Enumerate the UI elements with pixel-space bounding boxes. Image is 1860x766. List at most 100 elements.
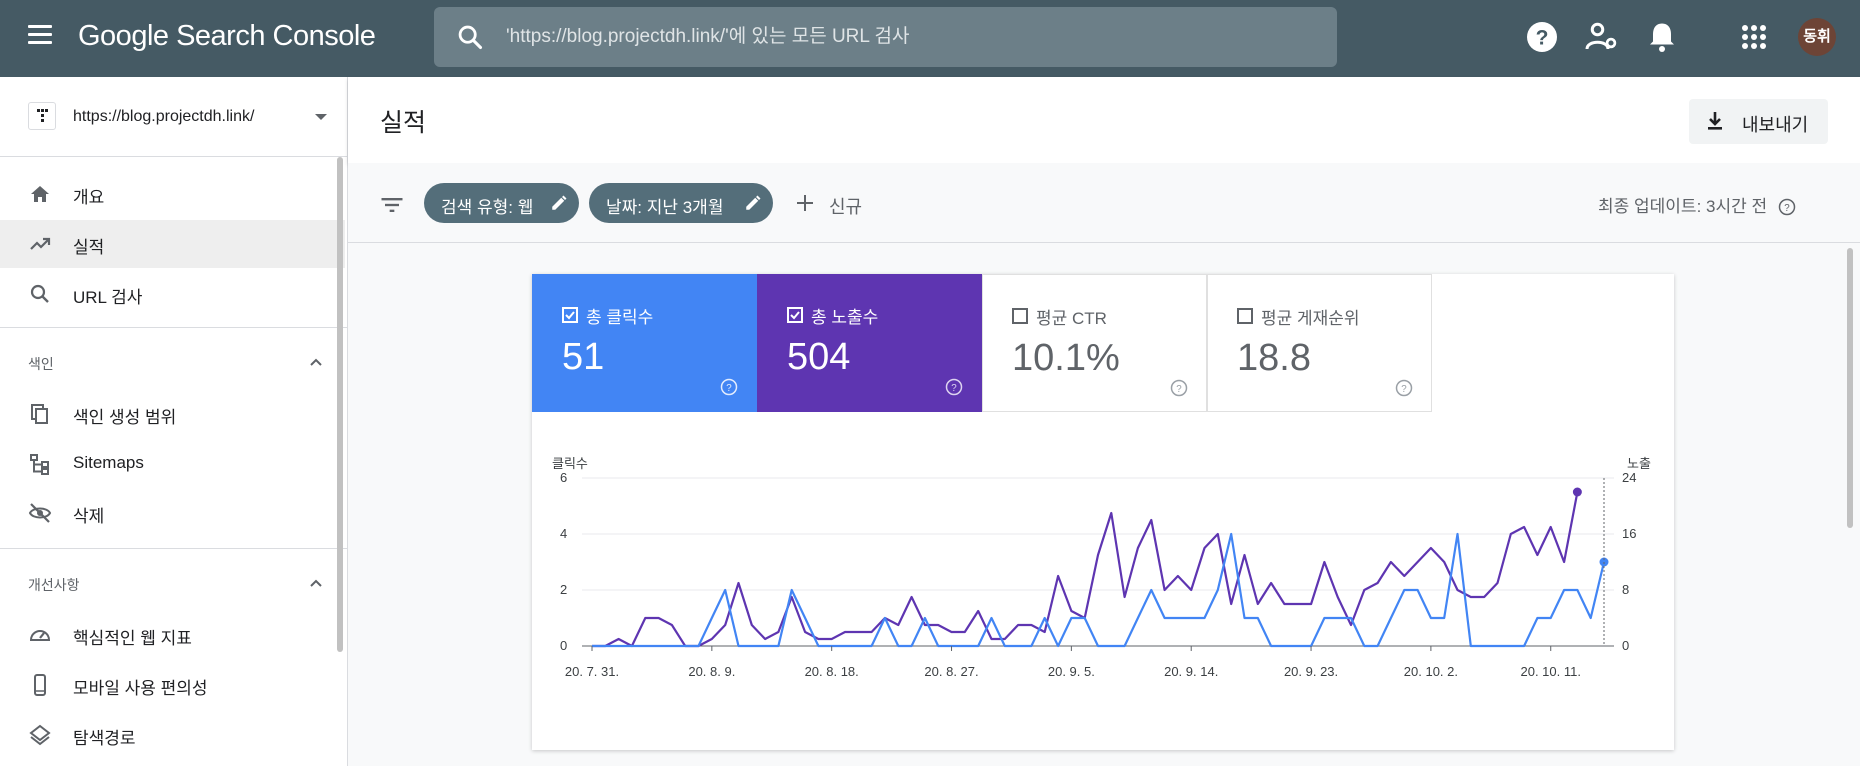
chip-label: 검색 유형: 웹 xyxy=(441,198,534,217)
chart-series xyxy=(592,487,1609,648)
help-outline-icon[interactable]: ? xyxy=(1395,379,1413,397)
help-outline-icon[interactable]: ? xyxy=(720,378,738,396)
search-icon[interactable] xyxy=(456,23,484,51)
metric-total-clicks[interactable]: 총 클릭수 51 ? xyxy=(532,274,757,412)
section-index-header[interactable]: 색인 xyxy=(0,342,345,382)
y-left-tick-label: 6 xyxy=(560,470,567,485)
chevron-up-icon xyxy=(310,579,322,587)
series-line-impressions xyxy=(592,491,1579,648)
chevron-down-icon[interactable] xyxy=(315,114,327,120)
app-logo[interactable]: Google Search Console xyxy=(78,20,376,52)
x-axis-ticks: 20. 7. 31. 20. 8. 9. 20. 8. 18. 20. 8. 27. 2… xyxy=(565,478,1605,679)
search-icon xyxy=(30,284,49,303)
url-inspect-search xyxy=(434,7,1337,67)
search-input[interactable] xyxy=(506,7,1306,67)
y-left-tick-label: 0 xyxy=(560,638,567,653)
filter-chip-search-type[interactable]: 검색 유형: 웹 xyxy=(424,183,579,223)
chart-grid: 0 0 2 8 4 16 6 24 xyxy=(560,470,1636,653)
sidebar-scrollbar[interactable] xyxy=(337,157,343,652)
svg-text:?: ? xyxy=(1176,384,1182,395)
sidebar-item-label: 탐색경로 xyxy=(73,729,136,748)
y-right-tick-label: 24 xyxy=(1622,470,1636,485)
last-updated: 최종 업데이트: 3시간 전 ? xyxy=(1598,192,1796,217)
sidebar-item-mobile-usability[interactable]: 모바일 사용 편의성 xyxy=(0,661,345,709)
menu-icon-bar xyxy=(28,41,52,44)
avatar[interactable]: 동휘 xyxy=(1798,18,1836,56)
chip-label: 날짜: 지난 3개월 xyxy=(606,198,724,217)
divider xyxy=(0,548,347,549)
export-button[interactable]: 내보내기 xyxy=(1689,99,1828,144)
property-selector[interactable]: https://blog.projectdh.link/ xyxy=(0,77,347,157)
help-outline-icon[interactable]: ? xyxy=(945,378,963,396)
top-app-bar: Google Search Console ? 동휘 xyxy=(0,0,1860,77)
sidebar-item-label: 색인 생성 범위 xyxy=(73,408,177,427)
sidebar-item-label: Sitemaps xyxy=(73,453,144,472)
notifications-icon[interactable] xyxy=(1644,19,1680,55)
series-line-clicks xyxy=(592,532,1606,648)
sidebar-item-coverage[interactable]: 색인 생성 범위 xyxy=(0,390,345,438)
filter-bar: 검색 유형: 웹 날짜: 지난 3개월 신규 최종 업데이트: 3시간 전 ? xyxy=(348,163,1860,243)
sidebar-item-url-inspection[interactable]: URL 검사 xyxy=(0,270,345,318)
metric-average-ctr[interactable]: 평균 CTR 10.1% ? xyxy=(982,274,1207,412)
help-outline-icon[interactable]: ? xyxy=(1170,379,1188,397)
svg-text:?: ? xyxy=(1536,27,1549,50)
main-scrollbar[interactable] xyxy=(1847,248,1853,528)
sidebar-item-performance[interactable]: 실적 xyxy=(0,220,345,268)
sidebar-item-core-web-vitals[interactable]: 핵심적인 웹 지표 xyxy=(0,611,345,659)
series-end-point xyxy=(1572,487,1582,497)
svg-text:?: ? xyxy=(1784,203,1790,214)
edit-icon xyxy=(552,195,567,210)
sidebar-item-label: URL 검사 xyxy=(73,288,143,307)
sidebar-item-breadcrumbs[interactable]: 탐색경로 xyxy=(0,711,345,759)
checkbox-unchecked-icon xyxy=(1237,308,1253,324)
home-icon xyxy=(31,186,49,202)
edit-icon xyxy=(746,195,761,210)
sidebar-item-sitemaps[interactable]: Sitemaps xyxy=(0,440,345,488)
performance-card: 총 클릭수 51 ? 총 노출수 504 ? 평균 CTR 10.1% ? 평균… xyxy=(532,274,1674,750)
manage-users-icon[interactable] xyxy=(1584,19,1620,55)
x-tick-label: 20. 9. 5. xyxy=(1048,664,1095,679)
metric-value: 504 xyxy=(787,336,851,378)
help-icon[interactable]: ? xyxy=(1524,19,1560,55)
section-title: 개선사항 xyxy=(28,577,80,593)
sitemap-icon xyxy=(30,454,49,475)
filter-list-icon[interactable] xyxy=(378,191,406,219)
visibility-off-icon xyxy=(28,503,52,523)
section-enhancements-header[interactable]: 개선사항 xyxy=(0,563,345,603)
divider xyxy=(0,327,347,328)
metric-label: 총 클릭수 xyxy=(586,308,654,327)
y-left-axis-label: 클릭수 xyxy=(552,456,588,471)
x-tick-label: 20. 8. 27. xyxy=(924,664,978,679)
x-tick-label: 20. 8. 18. xyxy=(805,664,859,679)
metric-value: 51 xyxy=(562,336,605,378)
filter-chip-date[interactable]: 날짜: 지난 3개월 xyxy=(589,183,773,223)
metric-total-impressions[interactable]: 총 노출수 504 ? xyxy=(757,274,982,412)
main-menu-button[interactable] xyxy=(26,25,56,49)
performance-line-chart[interactable]: 클릭수 노출 0 02 84 166 24 20. 7. 31. 20. 8. 9. 20.… xyxy=(532,434,1674,750)
help-outline-icon[interactable]: ? xyxy=(1778,198,1796,216)
metric-label: 평균 CTR xyxy=(1036,309,1107,328)
sidebar-item-removals[interactable]: 삭제 xyxy=(0,489,345,537)
trending-up-icon xyxy=(30,237,51,250)
x-tick-label: 20. 10. 2. xyxy=(1404,664,1458,679)
checkbox-unchecked-icon xyxy=(1012,308,1028,324)
last-updated-text: 최종 업데이트: 3시간 전 xyxy=(1598,197,1768,216)
x-tick-label: 20. 7. 31. xyxy=(565,664,619,679)
page-header: 실적 내보내기 xyxy=(348,77,1860,163)
metric-average-position[interactable]: 평균 게재순위 18.8 ? xyxy=(1207,274,1432,412)
add-filter-button[interactable]: 신규 xyxy=(793,187,883,219)
sidebar-item-label: 개요 xyxy=(73,188,105,207)
sidebar-item-label: 핵심적인 웹 지표 xyxy=(73,629,192,648)
x-tick-label: 20. 9. 14. xyxy=(1164,664,1218,679)
export-label: 내보내기 xyxy=(1742,115,1809,135)
file-copy-icon xyxy=(31,404,48,424)
x-tick-label: 20. 9. 23. xyxy=(1284,664,1338,679)
checkbox-checked-icon xyxy=(562,307,578,323)
apps-grid-icon[interactable] xyxy=(1736,19,1772,55)
svg-text:?: ? xyxy=(726,383,732,394)
sidebar-item-label: 실적 xyxy=(73,238,105,257)
sidebar-item-label: 모바일 사용 편의성 xyxy=(73,679,208,698)
smartphone-icon xyxy=(34,674,46,696)
sidebar: https://blog.projectdh.link/ 개요 실적 URL 검… xyxy=(0,77,348,766)
sidebar-item-overview[interactable]: 개요 xyxy=(0,170,345,218)
